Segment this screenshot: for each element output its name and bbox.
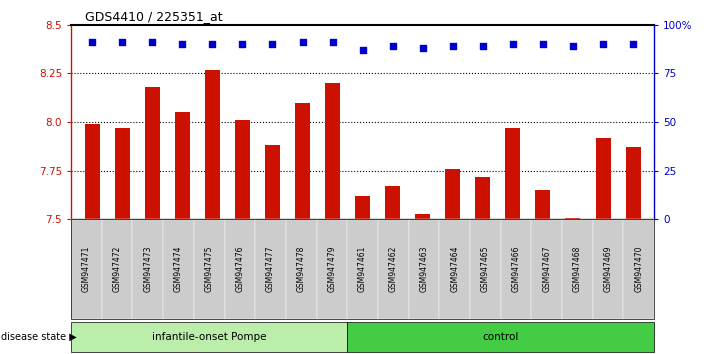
Bar (85, 124, 100, 219)
Text: GSM947467: GSM947467 (542, 246, 551, 292)
Point (567, 44, 579, 49)
Text: GSM947477: GSM947477 (266, 246, 275, 292)
Text: GSM947479: GSM947479 (328, 246, 336, 292)
Bar (114, 128, 129, 219)
Bar (535, 190, 550, 219)
Point (447, 44, 459, 49)
Text: GSM947468: GSM947468 (573, 246, 582, 292)
Point (477, 44, 488, 49)
Bar (145, 87, 160, 219)
Point (538, 41, 549, 47)
Point (357, 47, 368, 53)
Bar (596, 138, 611, 219)
Bar (235, 120, 250, 219)
Bar (506, 128, 520, 219)
Text: GSM947465: GSM947465 (481, 246, 490, 292)
Bar (445, 169, 460, 219)
Text: GSM947462: GSM947462 (389, 246, 397, 292)
Text: GSM947474: GSM947474 (174, 246, 183, 292)
Bar (205, 70, 220, 219)
Text: infantile-onset Pompe: infantile-onset Pompe (152, 332, 267, 342)
Bar (325, 83, 340, 219)
Text: GSM947471: GSM947471 (82, 246, 91, 292)
Bar (295, 103, 310, 219)
Point (597, 41, 609, 47)
Point (117, 40, 128, 45)
Point (176, 41, 188, 47)
Bar (355, 196, 370, 219)
Point (146, 40, 158, 45)
Text: GSM947473: GSM947473 (144, 246, 152, 292)
Point (87, 40, 98, 45)
Text: GSM947461: GSM947461 (358, 246, 367, 292)
Text: disease state ▶: disease state ▶ (1, 332, 77, 342)
Point (296, 40, 308, 45)
Point (417, 45, 429, 51)
Text: GDS4410 / 225351_at: GDS4410 / 225351_at (85, 10, 223, 23)
Point (267, 41, 278, 47)
Text: GSM947472: GSM947472 (112, 246, 122, 292)
Text: GSM947470: GSM947470 (634, 246, 643, 292)
Bar (565, 218, 580, 219)
Text: GSM947475: GSM947475 (205, 246, 214, 292)
Bar (385, 187, 400, 219)
Bar (476, 177, 491, 219)
Bar (415, 213, 430, 219)
Text: GSM947463: GSM947463 (419, 246, 429, 292)
Point (627, 41, 638, 47)
Point (237, 41, 248, 47)
Point (507, 41, 518, 47)
Point (327, 40, 338, 45)
Text: GSM947469: GSM947469 (604, 246, 613, 292)
Text: control: control (483, 332, 519, 342)
Point (387, 44, 398, 49)
Point (207, 41, 218, 47)
Text: GSM947464: GSM947464 (450, 246, 459, 292)
Text: GSM947466: GSM947466 (511, 246, 520, 292)
Bar (175, 112, 190, 219)
Bar (265, 145, 280, 219)
Text: GSM947476: GSM947476 (235, 246, 245, 292)
Text: GSM947478: GSM947478 (296, 246, 306, 292)
Bar (626, 147, 641, 219)
